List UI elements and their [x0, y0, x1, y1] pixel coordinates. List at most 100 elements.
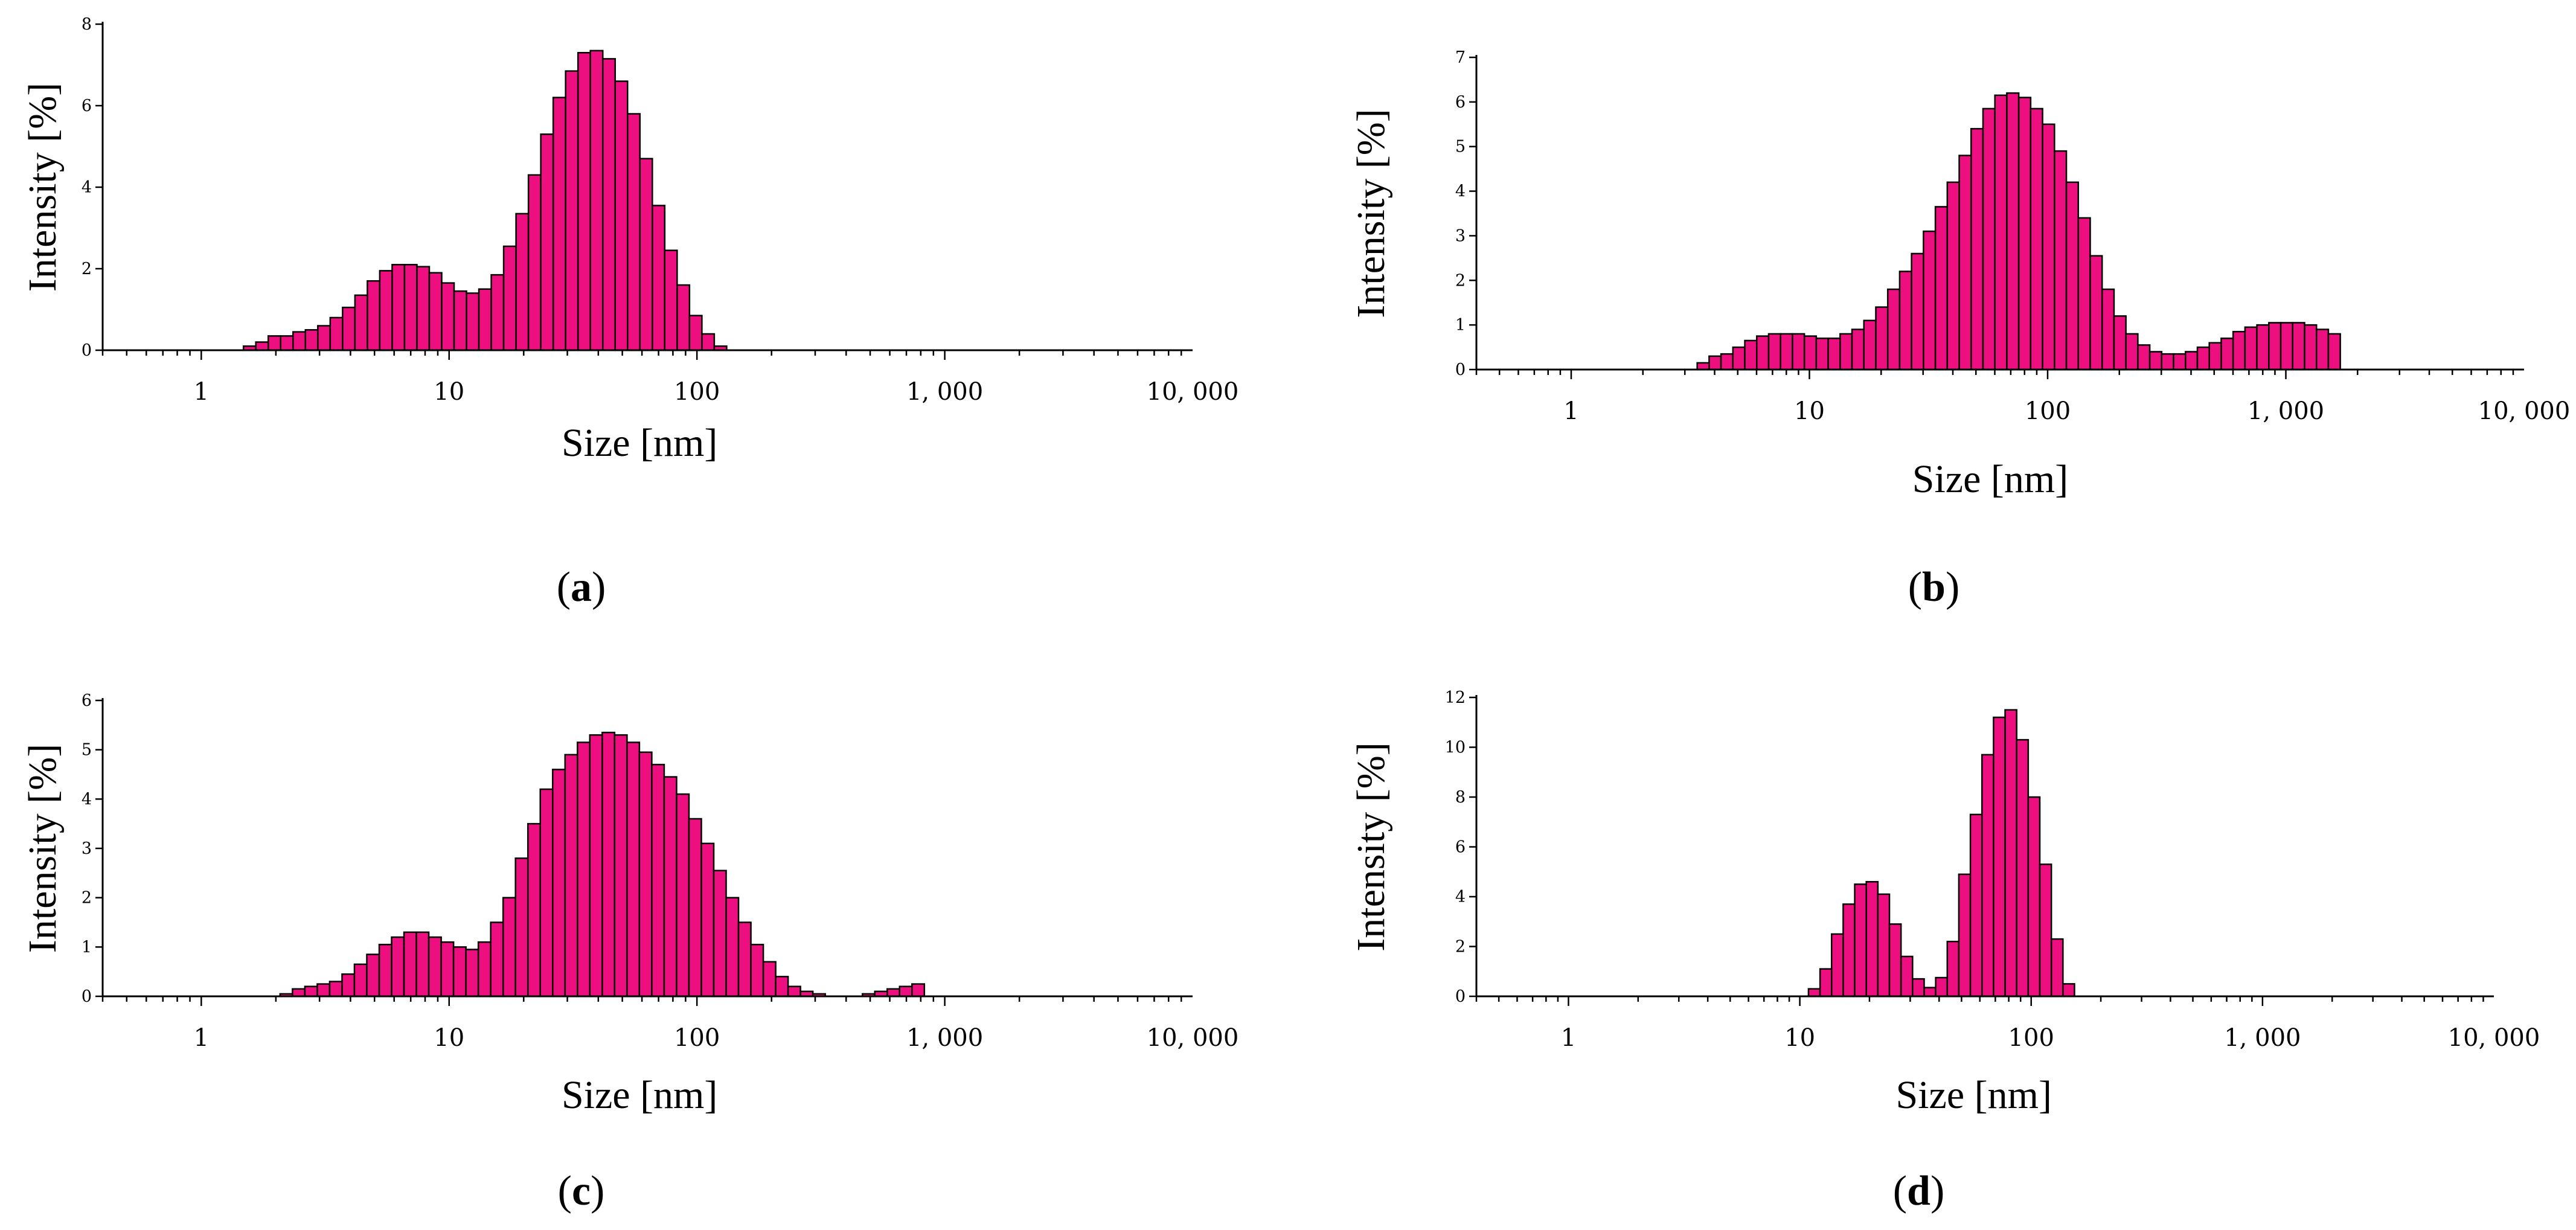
- panel-b-x-tick-label: 10, 000: [2478, 397, 2571, 425]
- panel-a-bar: [428, 272, 443, 351]
- panel-c-x-tick-label: 10: [434, 1024, 464, 1052]
- panel-c-bar: [465, 949, 479, 998]
- panel-d-x-tick-label: 1, 000: [2224, 1024, 2301, 1052]
- panel-c-bar: [328, 981, 343, 998]
- panel-c-bars: [279, 731, 926, 998]
- panel-b-bars: [1696, 92, 2341, 371]
- panel-a-bar: [565, 70, 579, 351]
- panel-c-y-tick-label: 4: [82, 790, 92, 809]
- panel-b-bar: [2125, 333, 2139, 371]
- panel-b-bar: [1792, 333, 1805, 371]
- panel-a-y-tick-label: 0: [82, 341, 92, 360]
- panel-c-y-tick-label: 5: [82, 741, 92, 760]
- panel-c-bar: [750, 944, 764, 998]
- panel-b-bar: [2244, 326, 2258, 371]
- panel-b-bar: [1720, 353, 1734, 371]
- panel-b-x-ticks: 1 10 100 1, 000 10, 000: [1563, 397, 2570, 425]
- panel-c-bar: [304, 985, 318, 998]
- panel-d-x-tick-label: 10, 000: [2448, 1024, 2540, 1052]
- panel-b-bar: [2148, 351, 2163, 371]
- panel-c-bar: [403, 931, 417, 998]
- panel-b-bar: [1946, 181, 1960, 371]
- panel-b-bar: [1708, 355, 1722, 371]
- panel-a-bar: [416, 266, 431, 351]
- panel-d-y-tick-label: 4: [1455, 888, 1466, 906]
- panel-c-bar: [676, 793, 690, 998]
- panel-d-x-axis-title: Size [nm]: [1896, 1073, 2052, 1117]
- panel-c-bar: [713, 870, 727, 998]
- panel-b-y-tick-label: 2: [1455, 271, 1466, 290]
- panel-d-bar: [1819, 968, 1833, 998]
- panel-d: 0 2 4 6 8 10 12 1 10 100 1, 000 10, 000 …: [1349, 688, 2540, 1214]
- panel-b-bar: [1863, 319, 1877, 371]
- panel-c-bar: [688, 818, 702, 998]
- panel-b-y-tick-label: 5: [1455, 138, 1466, 156]
- panel-d-bar: [1923, 987, 1937, 998]
- panel-d-bar: [1865, 881, 1879, 998]
- panel-c-x-tick-label: 1: [194, 1024, 209, 1052]
- panel-d-label: (d): [1893, 1168, 1945, 1214]
- panel-d-x-tick-label: 10: [1784, 1024, 1815, 1052]
- panel-b-bar: [1923, 230, 1937, 371]
- panel-a-x-tick-label: 1, 000: [906, 378, 983, 406]
- panel-d-bar: [2062, 983, 2075, 998]
- panel-d-bar: [1958, 873, 1972, 998]
- panel-b-bar: [1803, 335, 1818, 371]
- panel-b-y-ticks: 0 1 2 3 4 5 6 7: [1455, 48, 1466, 379]
- panel-d-bar: [2004, 709, 2017, 998]
- panel-c-x-tick-label: 1, 000: [906, 1024, 983, 1052]
- panel-a-bar: [552, 97, 566, 351]
- panel-c-bar: [552, 769, 566, 998]
- panel-b-y-tick-label: 1: [1455, 316, 1466, 335]
- panel-c-bar: [638, 751, 653, 998]
- panel-b-y-axis-title: Intensity [%]: [1349, 109, 1393, 318]
- panel-c-label: (c): [558, 1168, 605, 1214]
- panel-b-x-tick-label: 1, 000: [2248, 397, 2324, 425]
- panel-c-bar: [626, 742, 641, 998]
- panel-b-bar: [2006, 92, 2020, 371]
- panel-b-bar: [1732, 346, 1746, 371]
- panel-a-label: (a): [557, 564, 606, 610]
- panel-c-y-tick-label: 1: [82, 938, 92, 956]
- panel-c-x-tick-label: 100: [674, 1024, 720, 1052]
- panel-a-bar: [466, 292, 480, 351]
- panel-a-bar: [639, 158, 653, 351]
- panel-b-bar: [2113, 315, 2127, 371]
- panel-b-bar: [1994, 94, 2008, 371]
- panel-a-bar: [502, 245, 517, 351]
- panel-d-bar: [1842, 903, 1856, 998]
- panel-b-y-tick-label: 0: [1455, 360, 1466, 379]
- panel-c-bar: [415, 931, 430, 998]
- panel-d-y-tick-label: 6: [1455, 838, 1466, 857]
- panel-c-bar: [886, 988, 901, 998]
- panel-d-bar: [2050, 938, 2064, 998]
- panel-d-bar: [1854, 883, 1867, 998]
- panel-c-y-axis-title: Intensity [%]: [21, 744, 65, 953]
- panel-d-y-tick-label: 0: [1455, 987, 1466, 1006]
- panel-b-bar: [1958, 155, 1972, 371]
- panel-b-bar: [2256, 324, 2270, 371]
- panel-d-bar: [2039, 863, 2052, 998]
- panel-b-bar: [1982, 107, 1996, 371]
- panel-b-bar: [2065, 181, 2080, 371]
- panel-a-bar: [354, 294, 368, 351]
- panel-b-bar: [2017, 97, 2032, 371]
- panel-b: 0 1 2 3 4 5 6 7 1 10 100 1, 000 10, 000 …: [1349, 48, 2570, 610]
- panel-a-bar: [478, 288, 492, 351]
- panel-b-bar: [2220, 338, 2234, 371]
- panel-b-bar: [2327, 333, 2341, 371]
- panel-b-bar: [1744, 339, 1758, 371]
- panel-a-bar: [664, 249, 678, 351]
- panel-c-bar: [477, 941, 492, 998]
- panel-a-y-tick-label: 2: [82, 260, 92, 278]
- panel-a-bar: [379, 270, 393, 351]
- panel-c-y-ticks: 0 1 2 3 4 5 6: [82, 691, 92, 1006]
- panel-c: 0 1 2 3 4 5 6 1 10 100 1, 000 10, 000 Si…: [21, 691, 1238, 1214]
- panel-a-x-tick-label: 10, 000: [1147, 378, 1239, 406]
- panel-d-bar: [1888, 923, 1902, 998]
- panel-a-bar: [627, 113, 641, 351]
- panel-c-bar: [614, 734, 628, 998]
- panel-d-bar: [2027, 796, 2041, 998]
- panel-b-bar: [2304, 324, 2318, 371]
- panel-c-bar: [353, 963, 368, 998]
